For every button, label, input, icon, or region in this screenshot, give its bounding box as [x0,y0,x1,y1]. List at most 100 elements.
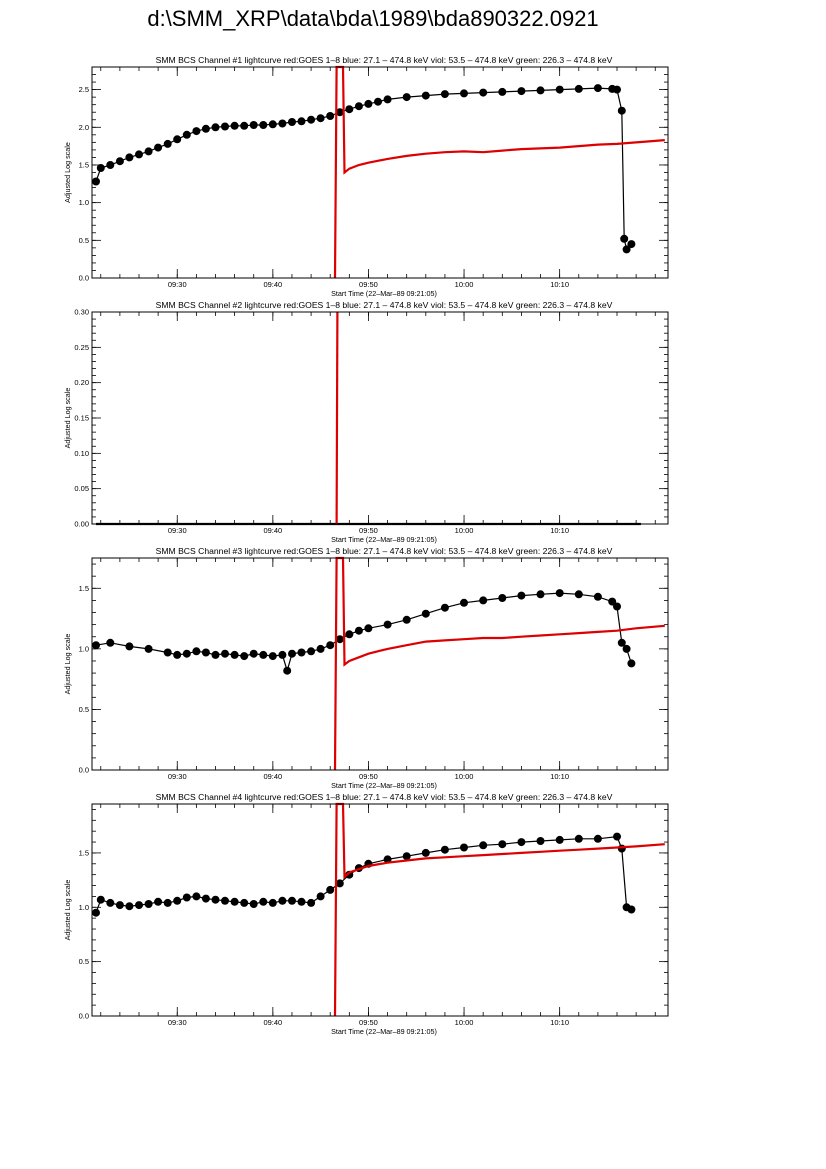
data-point [498,840,507,849]
chart-title: SMM BCS Channel #1 lightcurve red:GOES 1… [156,55,613,65]
x-tick-label: 10:00 [455,526,474,535]
data-point [402,615,411,624]
x-tick-label: 09:40 [263,772,282,781]
data-point [613,85,621,94]
x-tick-label: 09:50 [359,1018,378,1027]
data-point [383,95,392,104]
data-point [620,234,629,243]
data-point [335,635,344,644]
data-point [268,120,277,129]
data-point [221,649,229,658]
data-point [259,121,268,129]
data-point [259,897,268,906]
data-point [297,897,306,906]
data-point [307,898,316,907]
data-point [555,835,564,844]
data-point [278,650,287,659]
data-point [106,161,115,169]
data-point [221,896,229,905]
data-point [201,124,210,133]
x-tick-label: 10:10 [550,772,569,781]
chart-panel-3: SMM BCS Channel #3 lightcurve red:GOES 1… [63,546,669,790]
data-point [307,647,316,656]
y-tick-label: 2.0 [79,123,89,132]
data-point [240,652,249,661]
data-point [106,898,115,907]
goes-series-line [333,556,665,771]
data-point [240,121,249,130]
chart-panel-1: SMM BCS Channel #1 lightcurve red:GOES 1… [63,55,669,298]
data-point [307,115,316,124]
chart-title: SMM BCS Channel #4 lightcurve red:GOES 1… [156,792,613,802]
y-axis-label: Adjusted Log scale [63,880,72,941]
data-point [460,843,468,852]
plot-frame [91,803,669,1017]
y-tick-label: 0.25 [74,343,89,352]
data-point [106,638,115,647]
data-point [115,157,124,166]
x-tick-label: 10:10 [550,280,569,289]
data-point [288,649,296,658]
data-point [125,902,134,911]
data-point [335,879,344,888]
x-tick-label: 09:50 [359,772,378,781]
y-tick-label: 1.5 [79,584,89,593]
data-point [173,650,182,659]
goes-series-line [335,311,339,525]
data-point [163,648,172,657]
y-tick-label: 1.0 [79,198,89,207]
y-tick-label: 1.5 [79,848,89,857]
data-point [627,659,636,668]
bcs-series-line [95,835,632,913]
x-axis-label: Start Time (22–Mar–89 09:21:05) [331,781,437,790]
x-axis-label: Start Time (22–Mar–89 09:21:05) [331,535,437,544]
data-point [622,644,631,653]
data-point [574,834,583,843]
y-tick-label: 1.5 [79,160,89,169]
y-tick-label: 0.00 [74,520,89,529]
data-point [517,87,526,96]
data-point [608,597,617,606]
data-point [297,648,306,657]
data-point [622,245,631,254]
data-point [536,86,545,95]
page-title: d:\SMM_XRP\data\bda\1989\bda890322.0921 [147,6,599,31]
data-point [96,164,105,172]
x-tick-label: 10:00 [455,1018,474,1027]
data-point [555,85,564,94]
data-point [125,153,134,162]
y-tick-label: 2.5 [79,85,89,94]
data-point [498,87,507,96]
data-point [211,895,220,904]
x-tick-label: 09:30 [168,1018,187,1027]
y-tick-label: 0.20 [74,378,89,387]
data-point [383,620,392,629]
data-point [613,602,621,611]
data-point [163,139,172,148]
data-point [335,108,344,117]
data-point [479,596,488,605]
data-point [268,652,277,661]
data-point [440,845,449,854]
data-point [297,117,306,126]
data-point [154,897,163,906]
x-tick-label: 09:50 [359,526,378,535]
data-point [617,106,626,115]
y-tick-label: 0.0 [79,1012,89,1021]
plot-frame [91,311,669,525]
y-tick-label: 0.5 [79,705,89,714]
data-point [115,901,124,910]
y-tick-label: 0.30 [74,308,89,317]
x-tick-label: 10:00 [455,280,474,289]
data-point [92,908,100,917]
chart-title: SMM BCS Channel #3 lightcurve red:GOES 1… [156,546,613,556]
data-point [574,84,583,93]
data-point [221,122,229,131]
plot-frame [91,557,669,771]
data-point [192,647,201,656]
data-point [354,102,363,111]
x-tick-label: 09:30 [168,772,187,781]
data-point [154,143,163,152]
data-point [316,892,325,901]
